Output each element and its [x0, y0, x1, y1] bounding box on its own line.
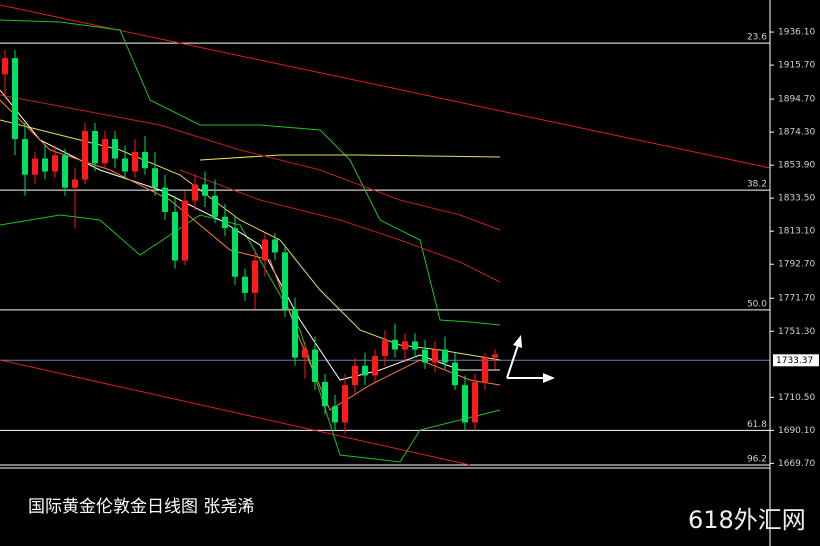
- candle-body: [122, 158, 128, 172]
- candle-body: [172, 211, 178, 261]
- candle-body: [442, 349, 448, 363]
- candle-body: [102, 139, 108, 164]
- candle-body: [12, 58, 18, 140]
- candle-body: [312, 349, 318, 382]
- arrow: [506, 344, 519, 379]
- candle-body: [452, 362, 458, 386]
- trend-line: [0, 4, 771, 169]
- ma-long: [199, 154, 501, 161]
- trend-line: [0, 359, 471, 466]
- y-tick-label: 1813.10: [778, 227, 815, 237]
- candle-body: [492, 354, 498, 358]
- candle-body: [82, 130, 88, 180]
- candle-body: [352, 365, 358, 386]
- candle-body: [22, 139, 28, 175]
- candle-body: [182, 200, 188, 261]
- fib-label: 61.8: [747, 420, 767, 430]
- candle-body: [472, 381, 478, 423]
- candle-body: [162, 187, 168, 212]
- candle-body: [32, 158, 38, 175]
- candle-body: [302, 349, 308, 358]
- arrows: [506, 335, 555, 383]
- candle-body: [222, 216, 228, 229]
- bollinger-lower: [0, 214, 501, 463]
- candle-body: [232, 228, 238, 277]
- fib-label: 96.2: [747, 455, 767, 465]
- candle-body: [2, 58, 8, 75]
- ma-red-2: [179, 169, 501, 283]
- candle-body: [192, 184, 198, 201]
- fib-label: 50.0: [747, 299, 767, 309]
- y-tick-label: 1751.30: [778, 327, 815, 337]
- candle-body: [272, 239, 278, 253]
- y-tick-label: 1874.30: [778, 128, 815, 138]
- caption: 国际黄金伦敦金日线图 张尧浠: [28, 497, 254, 517]
- y-tick-label: 1669.70: [778, 459, 815, 469]
- candle-body: [332, 406, 338, 423]
- arrow-head: [513, 335, 522, 348]
- candle-body: [262, 239, 268, 261]
- candle-body: [92, 130, 98, 164]
- candle-body: [362, 365, 368, 376]
- candle-body: [152, 168, 158, 188]
- candle-body: [402, 341, 408, 350]
- arrow-head: [543, 373, 555, 383]
- y-tick-label: 1771.70: [778, 294, 815, 304]
- candle-body: [252, 260, 258, 293]
- y-tick-label: 1710.50: [778, 393, 815, 403]
- y-tick-label: 1936.10: [778, 28, 815, 38]
- candle-body: [462, 385, 468, 423]
- ma-red: [0, 94, 501, 231]
- bollinger-upper: [0, 19, 501, 326]
- y-tick-label: 1792.70: [778, 260, 815, 270]
- fib-label: 23.6: [747, 33, 767, 43]
- current-price-label: 1733.37: [776, 356, 813, 366]
- candle-body: [382, 339, 388, 357]
- candle-body: [412, 341, 418, 350]
- candle-body: [62, 155, 68, 188]
- candle-body: [282, 252, 288, 310]
- candle-body: [432, 349, 438, 363]
- candle-body: [142, 152, 148, 169]
- candle-body: [72, 179, 78, 188]
- candle-body: [212, 195, 218, 217]
- candle-body: [372, 356, 378, 376]
- y-tick-label: 1894.70: [778, 95, 815, 105]
- candle-body: [202, 184, 208, 196]
- candle-body: [292, 309, 298, 358]
- current-price-box: [773, 354, 819, 367]
- candle-body: [242, 276, 248, 293]
- fib-label: 38.2: [747, 180, 767, 190]
- candle-body: [322, 381, 328, 407]
- candle-body: [52, 155, 58, 172]
- y-tick-label: 1915.70: [778, 61, 815, 71]
- candle-body: [112, 139, 118, 159]
- candle-body: [392, 339, 398, 350]
- candle-body: [132, 152, 138, 172]
- y-tick-label: 1690.10: [778, 426, 815, 436]
- indicators: [0, 4, 771, 466]
- candle-body: [342, 385, 348, 423]
- candle-body: [482, 357, 488, 382]
- y-tick-label: 1853.90: [778, 161, 815, 171]
- candle-body: [42, 158, 48, 172]
- watermark: 618外汇网: [688, 506, 806, 534]
- candle-body: [422, 349, 428, 363]
- y-tick-label: 1833.50: [778, 194, 815, 204]
